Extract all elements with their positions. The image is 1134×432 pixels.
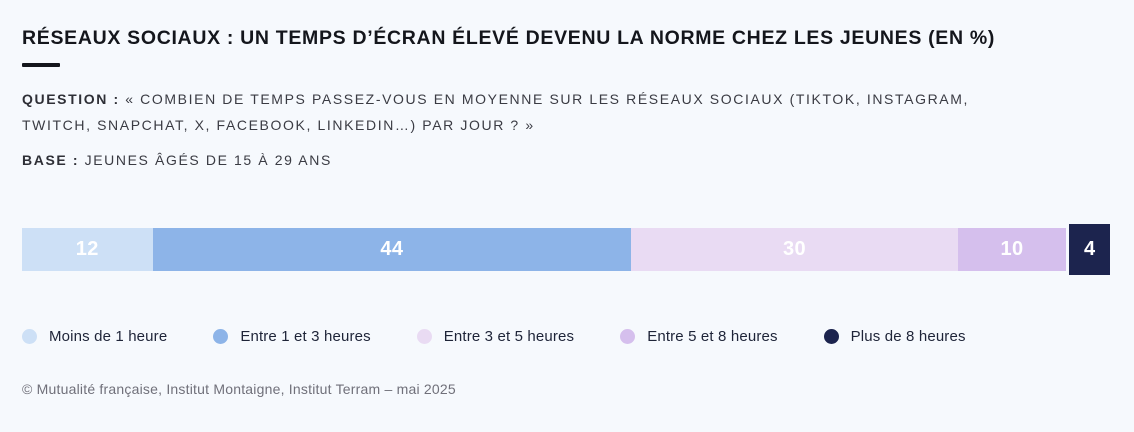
- base-value: JEUNES ÂGÉS DE 15 À 29 ANS: [84, 152, 332, 168]
- question-line-1: « COMBIEN DE TEMPS PASSEZ-VOUS EN MOYENN…: [125, 91, 970, 107]
- title-dash: [22, 63, 60, 67]
- legend-dot-icon: [416, 329, 432, 344]
- legend-item-1: Moins de 1 heure: [22, 328, 167, 345]
- base-label: BASE :: [22, 152, 80, 168]
- legend-dot-icon: [620, 329, 636, 344]
- bar-segment-value: 10: [1000, 238, 1024, 260]
- bar-segment-value: 12: [75, 238, 99, 260]
- bar-segment-3: 30: [631, 228, 958, 271]
- legend-dot-icon: [22, 329, 37, 344]
- stacked-bar: 12 44 30 10 4: [22, 224, 1110, 275]
- bar-segment-1: 12: [22, 228, 153, 271]
- legend-label: Plus de 8 heures: [850, 328, 966, 345]
- question-text: QUESTION : « COMBIEN DE TEMPS PASSEZ-VOU…: [22, 86, 1110, 138]
- question-line-2: TWITCH, SNAPCHAT, X, FACEBOOK, LINKEDIN……: [22, 117, 535, 133]
- legend-item-4: Entre 5 et 8 heures: [620, 328, 777, 345]
- legend-label: Entre 5 et 8 heures: [647, 328, 778, 345]
- source-credit: © Mutualité française, Institut Montaign…: [22, 381, 456, 397]
- legend-dot-icon: [823, 329, 839, 344]
- bar-segment-value: 4: [1083, 238, 1096, 260]
- bar-segment-value: 44: [380, 238, 404, 260]
- legend-dot-icon: [213, 329, 229, 344]
- bar-segment-2: 44: [152, 228, 632, 271]
- question-label: QUESTION :: [22, 91, 120, 107]
- bar-segment-5: 4: [1069, 224, 1110, 275]
- legend-label: Entre 3 et 5 heures: [443, 328, 575, 345]
- legend-label: Moins de 1 heure: [49, 328, 168, 345]
- base-text: BASE : JEUNES ÂGÉS DE 15 À 29 ANS: [22, 151, 1110, 169]
- legend: Moins de 1 heure Entre 1 et 3 heures Entre…: [22, 328, 1110, 345]
- legend-label: Entre 1 et 3 heures: [240, 328, 371, 345]
- legend-item-2: Entre 1 et 3 heures: [213, 328, 371, 345]
- legend-item-3: Entre 3 et 5 heures: [416, 328, 575, 345]
- page-title: RÉSEAUX SOCIAUX : UN TEMPS D’ÉCRAN ÉLEVÉ…: [22, 27, 996, 49]
- bar-segment-4: 10: [957, 228, 1067, 271]
- legend-item-5: Plus de 8 heures: [823, 328, 966, 345]
- bar-segment-value: 30: [782, 238, 806, 260]
